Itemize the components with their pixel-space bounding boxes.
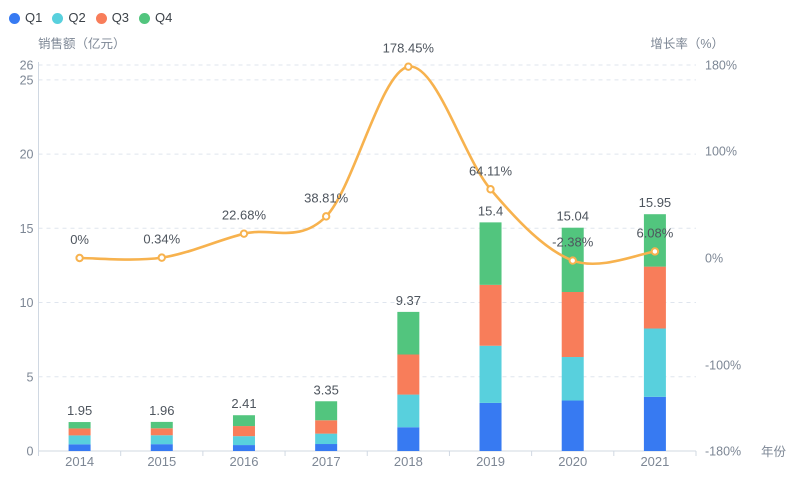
right-axis-tick-label: 180% (705, 59, 737, 73)
growth-point-label: 178.45% (383, 41, 435, 56)
bar-segment-q2 (479, 345, 502, 403)
bar-segment-q1 (479, 402, 502, 451)
legend-dot-icon (139, 12, 151, 24)
legend-item-q1[interactable]: Q1 (9, 10, 42, 26)
year-label: 2021 (640, 454, 669, 469)
growth-point-label: 38.81% (304, 190, 349, 205)
growth-point (157, 253, 166, 262)
bar-segment-q1 (150, 444, 173, 451)
legend-dot-icon (9, 12, 20, 24)
growth-line (78, 65, 657, 266)
bar-segment-q4 (479, 222, 502, 285)
left-axis-tick-label: 20 (20, 148, 34, 162)
x-axis-title: 年份 (761, 445, 787, 459)
legend-item-label: Q2 (68, 10, 86, 25)
left-axis-title: 销售额（亿元） (38, 36, 126, 51)
bar-segment-q1 (643, 396, 666, 451)
right-axis-tick-label: -180% (705, 445, 741, 459)
bar-segment-q1 (315, 444, 338, 451)
bar-segment-q3 (232, 426, 255, 437)
left-axis-tick-label: 15 (20, 222, 34, 236)
growth-point-label: -2.38% (552, 235, 594, 250)
left-axis-tick-label: 5 (27, 370, 34, 384)
bar-segment-q4 (315, 401, 338, 421)
legend-item-q2[interactable]: Q2 (52, 10, 86, 26)
bar-segment-q2 (150, 435, 173, 445)
legend-item-label: Q1 (25, 10, 43, 25)
growth-point-label: 64.11% (469, 163, 513, 178)
right-axis-title: 增长率（%） (650, 36, 724, 51)
bar-segment-q1 (68, 444, 91, 451)
year-label: 2020 (558, 454, 587, 469)
bar-total-label: 9.37 (396, 293, 421, 308)
bar-total-label: 15.95 (639, 195, 672, 210)
bar-total-label: 15.04 (556, 209, 589, 224)
year-label: 2017 (312, 454, 341, 469)
bar-segment-q2 (643, 328, 666, 397)
right-axis-tick-label: -100% (705, 359, 741, 373)
year-label: 2015 (147, 454, 176, 469)
bar-total-label: 1.95 (67, 403, 92, 418)
bar-total-label: 1.96 (149, 403, 174, 418)
bar-segment-q3 (479, 284, 502, 346)
year-label: 2014 (65, 454, 94, 469)
legend-item-q4[interactable]: Q4 (139, 10, 172, 26)
bar-segment-q3 (68, 428, 91, 436)
bar-segment-q3 (315, 420, 338, 434)
bar-segment-q1 (561, 400, 584, 451)
growth-point (568, 256, 577, 265)
bar-segment-q4 (232, 415, 255, 427)
legend-item-q3[interactable]: Q3 (95, 10, 130, 26)
bar-segment-q3 (561, 291, 584, 358)
growth-point-label: 0% (70, 232, 89, 247)
growth-point-label: 0.34% (143, 232, 180, 247)
bar-segment-q4 (397, 311, 420, 355)
right-axis-tick-label: 100% (705, 144, 737, 158)
bar-segment-q2 (68, 435, 91, 445)
left-axis-tick-label: 26 (20, 59, 34, 73)
left-axis-tick-label: 0 (27, 445, 34, 459)
legend-item-label: Q3 (111, 10, 130, 25)
growth-point-label: 22.68% (222, 208, 267, 223)
bar-segment-q4 (150, 421, 173, 429)
left-axis-tick-label: 25 (20, 73, 34, 87)
growth-point (650, 247, 660, 256)
growth-point-label: 6.08% (636, 225, 673, 240)
legend-dot-icon (95, 12, 107, 24)
bar-segment-q3 (397, 354, 420, 395)
left-axis-tick-label: 10 (20, 296, 34, 310)
bar-total-label: 15.4 (478, 203, 503, 218)
chart-legend: Q1 Q2 Q3 Q4 (9, 10, 172, 26)
right-axis-tick-label: 0% (705, 252, 723, 266)
bar-segment-q2 (397, 394, 420, 428)
year-label: 2018 (394, 454, 423, 469)
year-label: 2016 (230, 454, 259, 469)
bar-total-label: 3.35 (314, 382, 339, 397)
bar-segment-q3 (643, 266, 666, 329)
legend-item-label: Q4 (155, 10, 173, 25)
growth-point (321, 212, 331, 221)
bar-segment-q2 (561, 357, 584, 401)
bar-segment-q1 (397, 427, 420, 451)
bar-total-label: 2.41 (231, 396, 256, 411)
growth-point (486, 185, 495, 194)
bar-segment-q1 (232, 445, 255, 451)
bar-segment-q3 (150, 428, 173, 436)
bar-segment-q2 (232, 436, 255, 446)
growth-point (75, 253, 84, 263)
growth-point (239, 229, 249, 238)
year-label: 2019 (476, 454, 505, 469)
bar-segment-q4 (68, 422, 91, 429)
legend-dot-icon (52, 12, 64, 24)
bar-segment-q2 (315, 433, 338, 445)
growth-point (404, 62, 413, 71)
